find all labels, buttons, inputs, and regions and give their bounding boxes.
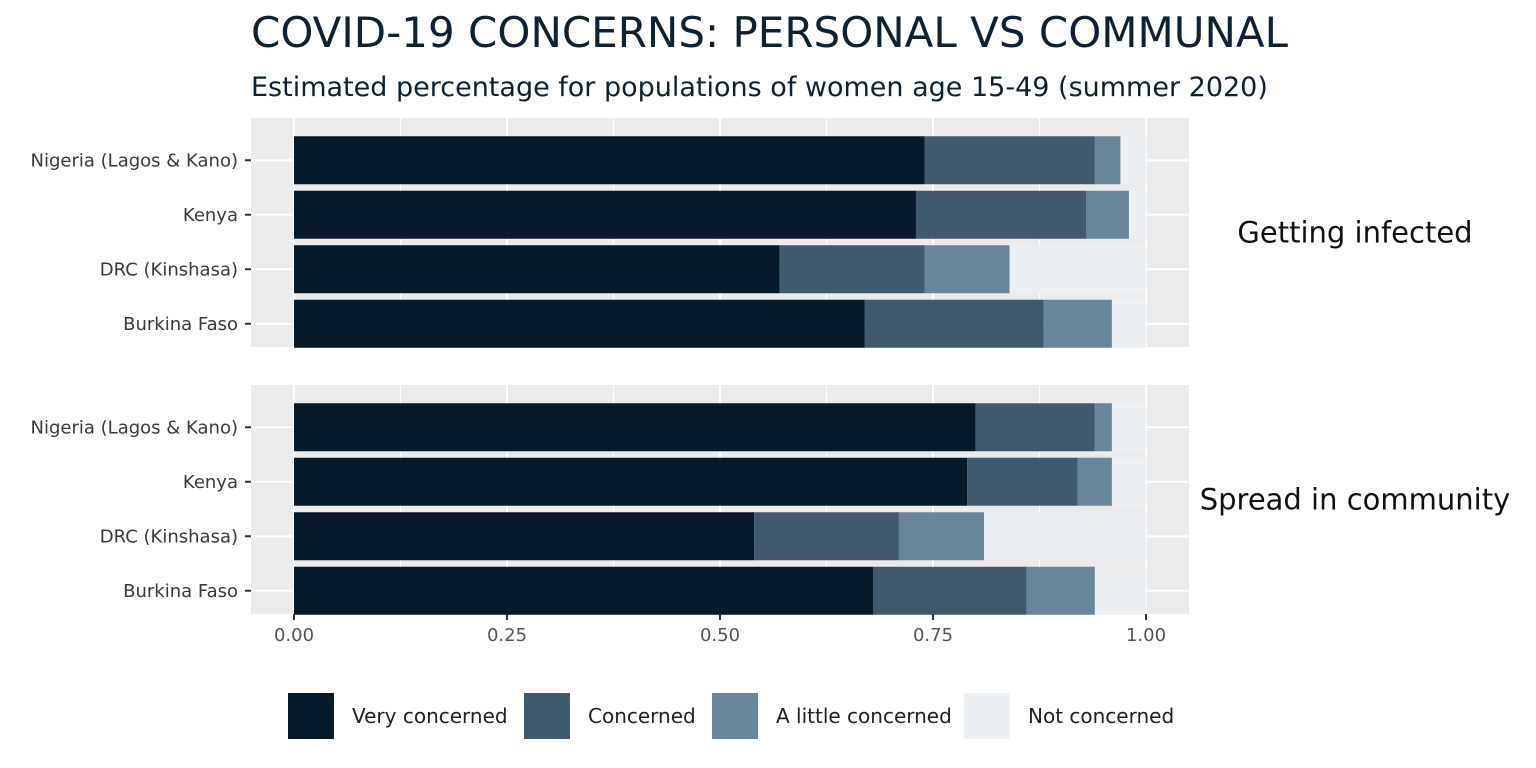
bar-segment [967,457,1078,506]
bar-segment [1094,403,1112,452]
bar-segment [294,403,976,452]
facet-panel: Nigeria (Lagos & Kano) Kenya DRC (Kinshasa… [31,118,1473,348]
facet-panel: Nigeria (Lagos & Kano) Kenya DRC (Kinshasa… [31,385,1511,615]
bar-segment [1077,457,1112,506]
category-label: DRC (Kinshasa) [100,259,238,280]
bar-segment [1009,245,1146,294]
bar-segment [754,512,899,561]
bar-segment [294,299,865,348]
bar-segment [294,566,874,615]
bar-segment [1086,190,1129,239]
facet-panels: Nigeria (Lagos & Kano) Kenya DRC (Kinshasa… [31,118,1511,615]
legend-swatch [712,693,758,739]
bar-segment [864,299,1044,348]
category-label: DRC (Kinshasa) [100,526,238,547]
legend-item: Not concerned [964,693,1174,739]
legend-item: Concerned [524,693,696,739]
bar-segment [294,190,916,239]
x-tick-label: 0.75 [913,625,953,646]
bar-segment [873,566,1027,615]
bar-segment [975,403,1095,452]
category-label: Burkina Faso [123,581,238,602]
category-label: Kenya [183,472,238,493]
category-label: Nigeria (Lagos & Kano) [31,417,238,438]
chart-title: COVID-19 CONCERNS: PERSONAL VS COMMUNAL [251,8,1289,57]
legend-label: A little concerned [776,704,952,728]
legend-item: Very concerned [288,693,508,739]
bar-segment [924,136,1095,185]
x-tick-label: 1.00 [1126,625,1166,646]
category-label: Kenya [183,205,238,226]
bar-segment [1120,136,1146,185]
bar-segment [984,512,1146,561]
bar-segment [294,512,755,561]
category-label: Nigeria (Lagos & Kano) [31,150,238,171]
facet-label: Getting infected [1237,216,1472,250]
legend-item: A little concerned [712,693,952,739]
bar-segment [294,245,780,294]
bar-segment [1111,457,1146,506]
bar-segment [924,245,1010,294]
bar-segment [1043,299,1112,348]
facet-label: Spread in community [1200,483,1511,517]
bar-segment [779,245,925,294]
x-tick-label: 0.25 [487,625,527,646]
x-tick-label: 0.50 [700,625,740,646]
chart-subtitle: Estimated percentage for populations of … [251,72,1268,103]
bar-segment [294,457,968,506]
x-axis: 0.00 0.25 0.50 0.75 1.00 [274,614,1166,646]
bar-segment [915,190,1087,239]
bar-segment [1026,566,1095,615]
category-label: Burkina Faso [123,314,238,335]
legend-swatch [964,693,1010,739]
x-tick-label: 0.00 [274,625,314,646]
bar-segment [1094,136,1121,185]
bar-segment [1094,566,1146,615]
bar-segment [1128,190,1146,239]
legend: Very concerned Concerned A little concerne… [288,693,1174,739]
legend-swatch [288,693,334,739]
legend-label: Not concerned [1028,704,1174,728]
bar-segment [1111,299,1146,348]
legend-label: Very concerned [352,704,508,728]
bar-segment [898,512,985,561]
legend-swatch [524,693,570,739]
legend-label: Concerned [588,704,696,728]
bar-segment [1111,403,1146,452]
bar-segment [294,136,925,185]
